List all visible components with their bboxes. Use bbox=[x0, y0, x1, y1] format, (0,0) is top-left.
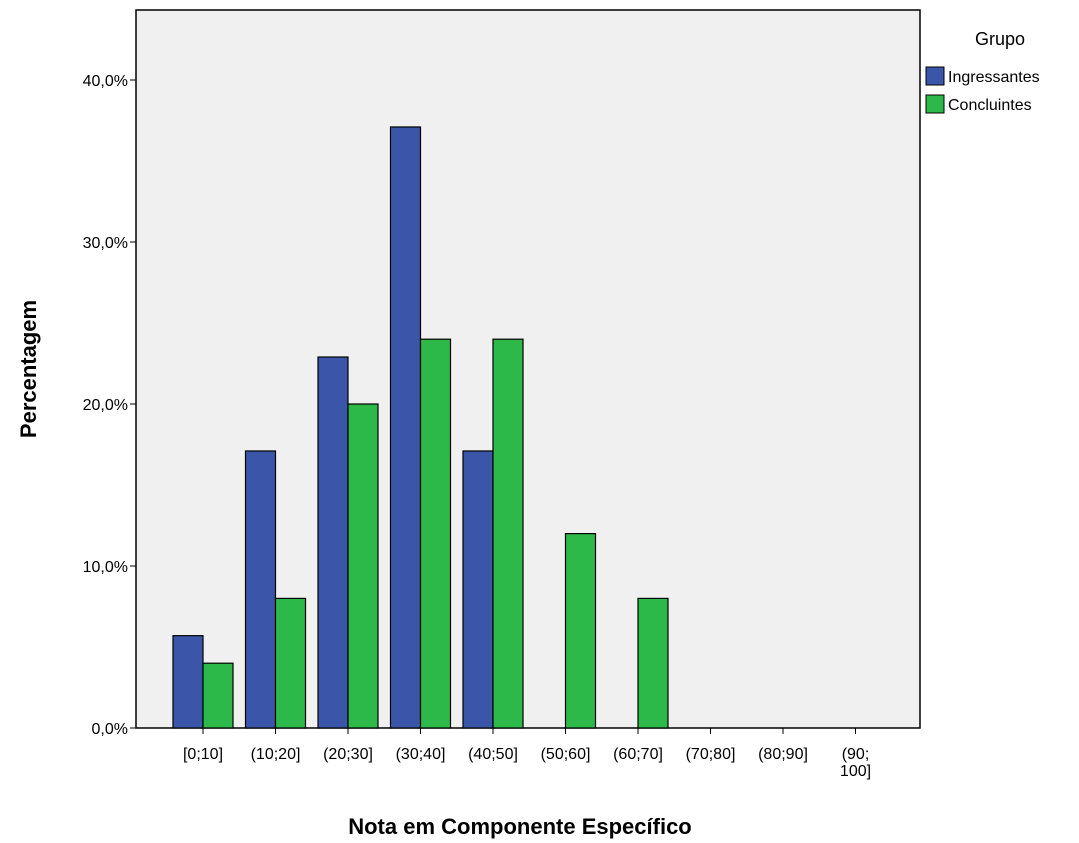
x-tick-label: (70;80] bbox=[686, 746, 736, 763]
legend-label-ingressantes: Ingressantes bbox=[948, 69, 1040, 86]
bar-concluintes-6 bbox=[637, 597, 669, 729]
y-tick-label: 10,0% bbox=[83, 559, 128, 576]
y-axis-title: Percentagem bbox=[16, 300, 41, 438]
bar-concluintes-5 bbox=[564, 532, 597, 729]
bar-ingressantes-3 bbox=[389, 126, 422, 729]
x-tick-label: (10;20] bbox=[251, 746, 301, 763]
x-tick-label: (50;60] bbox=[541, 746, 591, 763]
x-tick-label: (20;30] bbox=[323, 746, 373, 763]
legend-swatch-concluintes bbox=[925, 94, 945, 114]
x-tick-label: [0;10] bbox=[183, 746, 223, 763]
legend-swatch-ingressantes bbox=[925, 66, 945, 86]
bar-ingressantes-1 bbox=[244, 450, 277, 729]
y-tick-label: 40,0% bbox=[83, 73, 128, 90]
bar-ingressantes-2 bbox=[317, 356, 349, 729]
legend: Grupo Ingressantes Concluintes bbox=[925, 29, 1040, 114]
bar-ingressantes-4 bbox=[462, 450, 494, 729]
bar-concluintes-4 bbox=[492, 338, 524, 729]
x-tick-label: (80;90] bbox=[758, 746, 808, 763]
bar-concluintes-0 bbox=[202, 662, 234, 729]
x-axis-title: Nota em Componente Específico bbox=[348, 814, 692, 839]
y-tick-label: 0,0% bbox=[92, 721, 128, 738]
legend-title: Grupo bbox=[975, 29, 1025, 49]
x-tick-label: (90; 100] bbox=[840, 746, 871, 780]
bars-group bbox=[172, 126, 669, 729]
y-tick-label: 30,0% bbox=[83, 235, 128, 252]
x-tick-label: (40;50] bbox=[468, 746, 518, 763]
bar-ingressantes-0 bbox=[172, 635, 204, 729]
x-tick-label: (60;70] bbox=[613, 746, 663, 763]
bar-concluintes-3 bbox=[419, 338, 452, 729]
x-tick-label: (30;40] bbox=[396, 746, 446, 763]
x-axis: [0;10] (10;20] (20;30] (30;40] (40;50] (50;60… bbox=[183, 728, 871, 780]
bar-concluintes-1 bbox=[274, 597, 307, 729]
y-axis: 0,0% 10,0% 20,0% 30,0% 40,0% bbox=[83, 73, 136, 738]
legend-label-concluintes: Concluintes bbox=[948, 97, 1032, 114]
bar-concluintes-2 bbox=[347, 403, 379, 729]
y-tick-label: 20,0% bbox=[83, 397, 128, 414]
